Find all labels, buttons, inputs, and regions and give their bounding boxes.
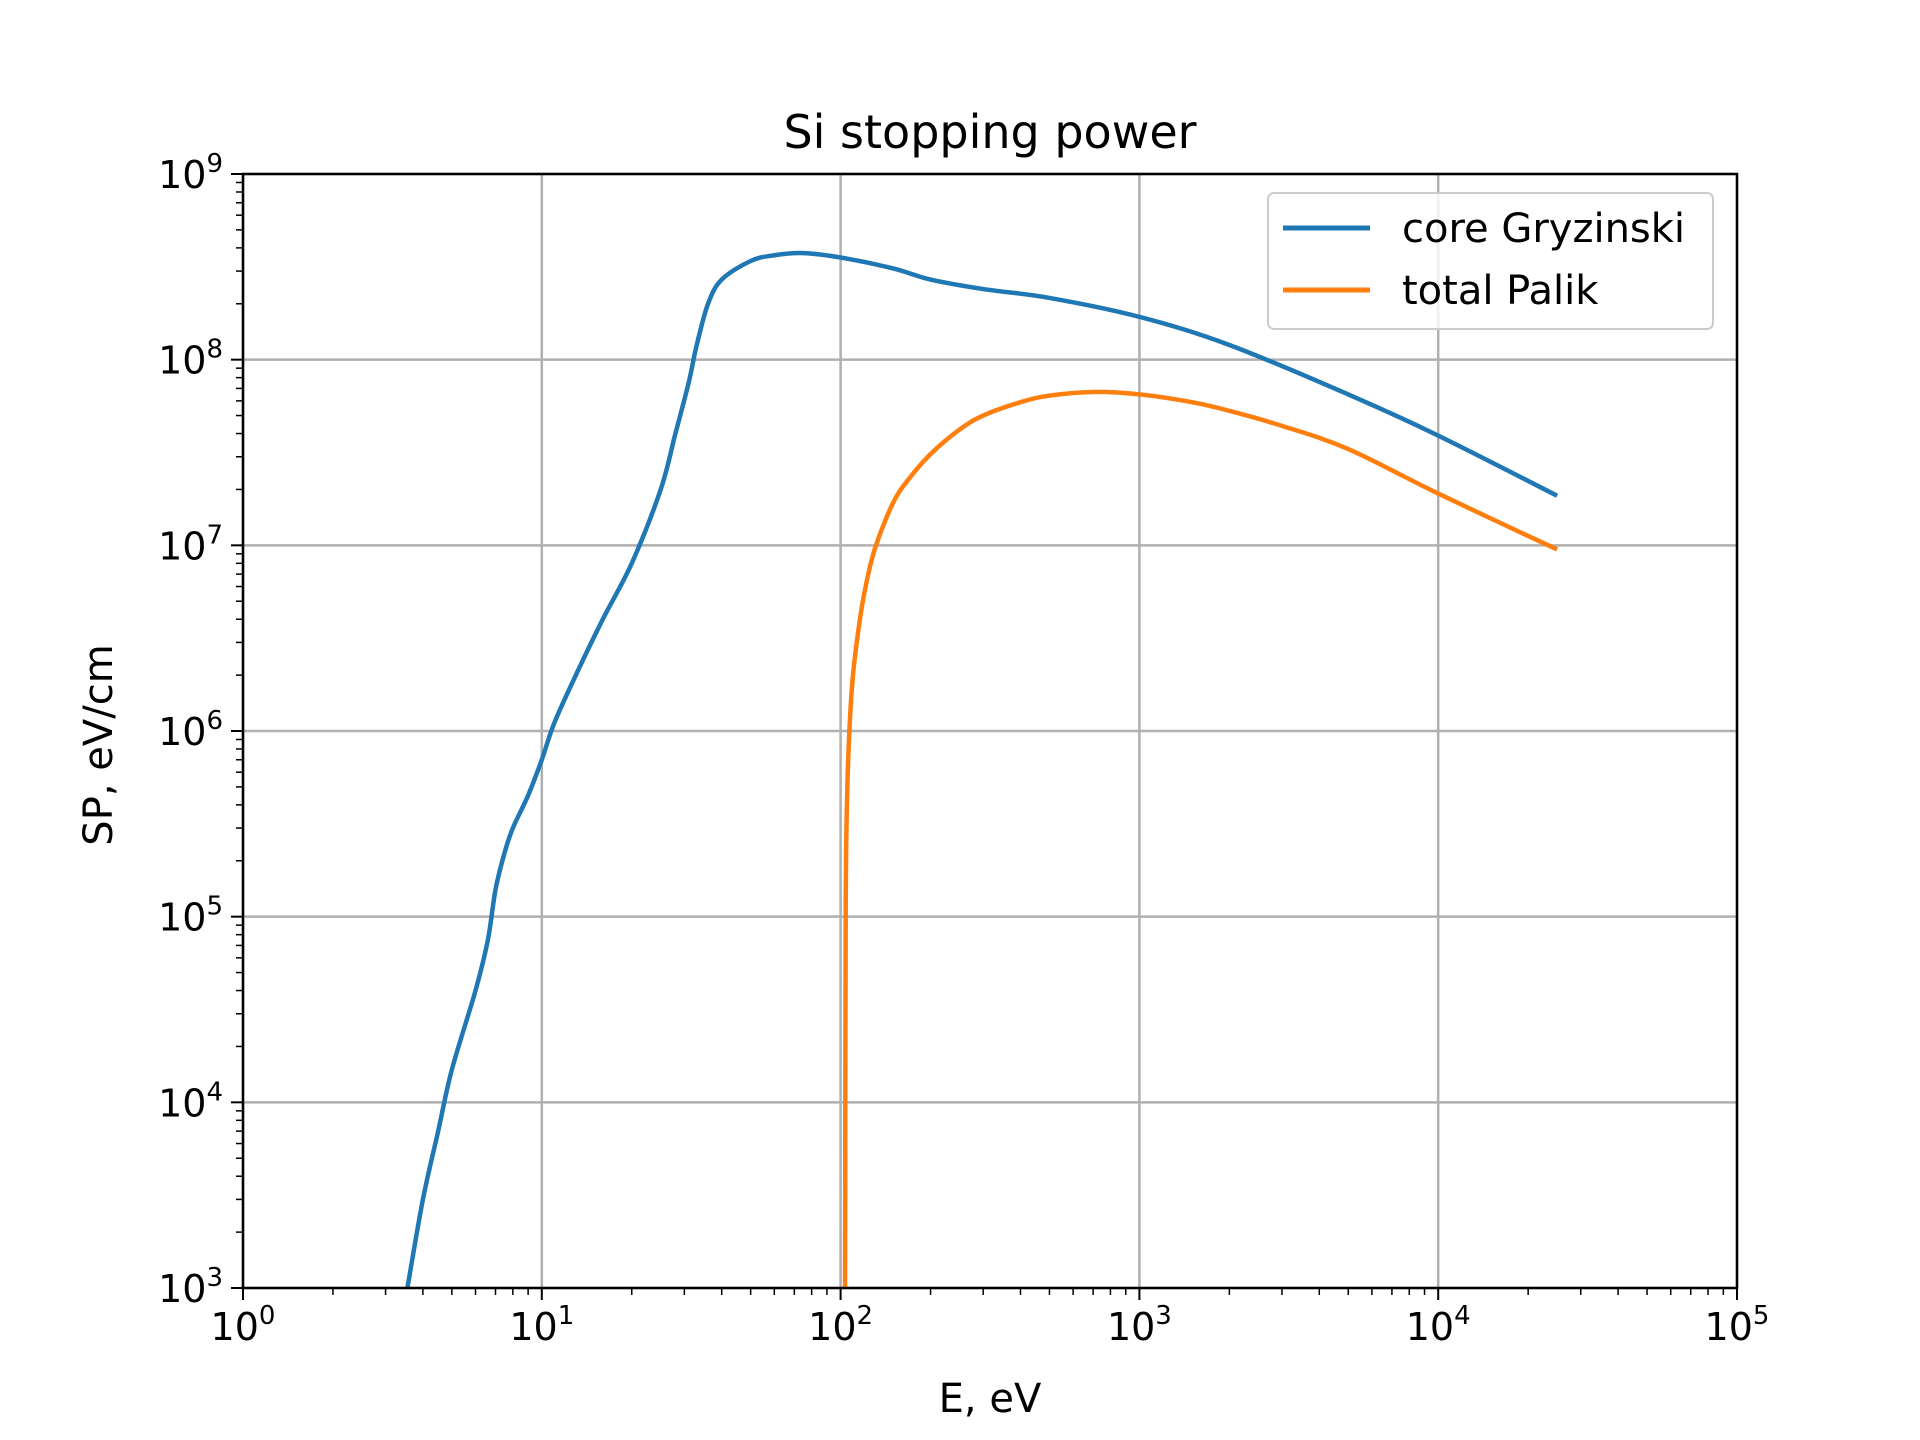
series-line-total-palik [842,389,1559,1289]
x-tick-label: 105 [1705,1301,1770,1349]
tick-labels: 100 101 102 103 104 105 103 104 105 106 107 108 109 [158,149,1769,1349]
series-lines [405,250,1559,1289]
x-tick-label: 103 [1107,1301,1172,1349]
legend-box [1267,192,1714,330]
major-ticks [231,173,1738,1300]
y-tick-label: 108 [158,335,223,383]
legend-label-core-gryzinski: core Gryzinski [1402,206,1685,252]
legend-label-total-palik: total Palik [1402,268,1599,314]
x-tick-label: 104 [1406,1301,1471,1349]
y-tick-label: 107 [158,520,223,568]
y-axis-label: SP, eV/cm [76,644,122,845]
x-tick-label: 100 [211,1301,276,1349]
legend: core Gryzinski total Palik [1267,192,1714,330]
y-tick-label: 105 [158,892,223,940]
chart-title: Si stopping power [783,105,1196,159]
x-axis-label: E, eV [939,1376,1042,1422]
x-tick-label: 102 [808,1301,873,1349]
y-tick-label: 104 [158,1077,223,1125]
series-line-core-gryzinski [405,250,1559,1289]
y-tick-label: 109 [158,149,223,197]
y-tick-label: 106 [158,706,223,754]
x-tick-label: 101 [509,1301,574,1349]
y-tick-label: 103 [158,1263,223,1311]
